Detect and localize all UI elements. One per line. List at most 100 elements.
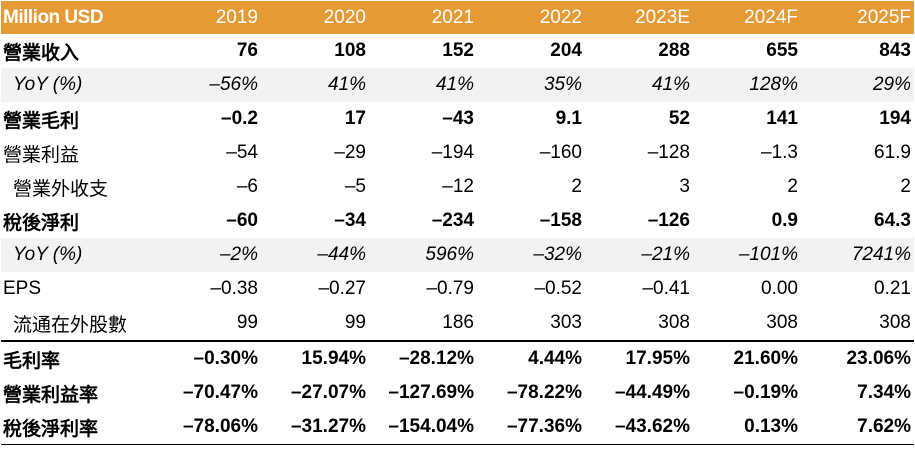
cell-value: –0.30% <box>153 340 261 376</box>
cell-value: –77.36% <box>477 410 585 445</box>
cell-value: –54 <box>226 142 258 163</box>
cell-value: 843 <box>879 40 911 61</box>
cell-value: 29% <box>801 68 914 102</box>
cell-value: –56% <box>153 68 261 102</box>
row-revenue-yoy: YoY (%) –56% 41% 41% 35% 41% 128% 29% <box>1 68 914 102</box>
header-year-2020: 2020 <box>261 1 369 34</box>
cell-value: 52 <box>668 108 690 129</box>
row-operating-income: 營業利益 –54 –29 –194 –160 –128 –1.3 61.9 <box>1 136 914 170</box>
cell-value: –127.69% <box>388 382 474 403</box>
cell-value: –31.27% <box>261 410 369 445</box>
cell-value: –158 <box>539 210 582 231</box>
cell-value: –126 <box>647 210 690 231</box>
cell-value: –44% <box>261 238 369 272</box>
row-gross-margin: 毛利率 –0.30% 15.94% –28.12% 4.44% 17.95% 2… <box>1 340 914 376</box>
cell-value: –1.3 <box>761 142 798 163</box>
row-label: 營業毛利 <box>3 110 80 132</box>
cell-value: 303 <box>550 312 582 333</box>
cell-value: 9.1 <box>555 108 582 129</box>
cell-value: 186 <box>442 312 474 333</box>
cell-value: 7241% <box>801 238 914 272</box>
row-label: 營業利益 <box>3 144 80 166</box>
row-non-operating: 營業外收支 –6 –5 –12 2 3 2 2 <box>1 170 914 204</box>
cell-value: –34 <box>334 210 366 231</box>
cell-value: 15.94% <box>261 340 369 376</box>
financial-table: Million USD 2019 2020 2021 2022 2023E 20… <box>1 1 914 445</box>
row-label: 稅後淨利 <box>3 212 80 234</box>
cell-value: –6 <box>236 176 258 197</box>
row-gross-profit: 營業毛利 –0.2 17 –43 9.1 52 141 194 <box>1 102 914 136</box>
cell-value: –70.47% <box>182 382 258 403</box>
cell-value: –44.49% <box>614 382 690 403</box>
cell-value: 76 <box>236 40 258 61</box>
row-label: EPS <box>3 278 42 299</box>
cell-value: 2 <box>787 176 798 197</box>
header-year-2023e: 2023E <box>585 1 693 34</box>
cell-value: 141 <box>766 108 798 129</box>
cell-value: –60 <box>226 210 258 231</box>
cell-value: –78.22% <box>506 382 582 403</box>
row-shares-outstanding: 流通在外股數 99 99 186 303 308 308 308 <box>1 306 914 341</box>
cell-value: 108 <box>334 40 366 61</box>
cell-value: 17 <box>344 108 366 129</box>
cell-value: –0.2 <box>221 108 258 129</box>
cell-value: –0.52 <box>534 278 582 299</box>
cell-value: 61.9 <box>874 142 911 163</box>
cell-value: –154.04% <box>369 410 477 445</box>
cell-value: 308 <box>879 312 911 333</box>
cell-value: –12 <box>442 176 474 197</box>
cell-value: 7.62% <box>801 410 914 445</box>
cell-value: 308 <box>766 312 798 333</box>
cell-value: 64.3 <box>874 210 911 231</box>
cell-value: 17.95% <box>585 340 693 376</box>
cell-value: –43 <box>442 108 474 129</box>
cell-value: –28.12% <box>369 340 477 376</box>
header-year-2021: 2021 <box>369 1 477 34</box>
cell-value: –234 <box>431 210 474 231</box>
cell-value: 152 <box>442 40 474 61</box>
cell-value: –29 <box>334 142 366 163</box>
cell-value: 0.9 <box>771 210 798 231</box>
cell-value: –0.19% <box>733 382 798 403</box>
header-unit-label: Million USD <box>1 1 153 34</box>
cell-value: 4.44% <box>477 340 585 376</box>
row-eps: EPS –0.38 –0.27 –0.79 –0.52 –0.41 0.00 0… <box>1 272 914 306</box>
cell-value: –0.41 <box>642 278 690 299</box>
row-label: YoY (%) <box>1 68 153 102</box>
cell-value: 41% <box>585 68 693 102</box>
header-year-2024f: 2024F <box>693 1 801 34</box>
cell-value: 99 <box>344 312 366 333</box>
cell-value: 23.06% <box>801 340 914 376</box>
row-label: 營業收入 <box>3 42 80 64</box>
cell-value: –5 <box>344 176 366 197</box>
cell-value: 0.00 <box>761 278 798 299</box>
cell-value: 41% <box>261 68 369 102</box>
cell-value: –128 <box>647 142 690 163</box>
cell-value: 0.21 <box>874 278 911 299</box>
cell-value: –0.79 <box>426 278 474 299</box>
cell-value: –43.62% <box>585 410 693 445</box>
cell-value: 3 <box>679 176 690 197</box>
cell-value: 596% <box>369 238 477 272</box>
row-operating-margin: 營業利益率 –70.47% –27.07% –127.69% –78.22% –… <box>1 376 914 410</box>
cell-value: –21% <box>585 238 693 272</box>
row-net-income-yoy: YoY (%) –2% –44% 596% –32% –21% –101% 72… <box>1 238 914 272</box>
cell-value: –0.27 <box>318 278 366 299</box>
cell-value: 204 <box>550 40 582 61</box>
row-net-margin: 稅後淨利率 –78.06% –31.27% –154.04% –77.36% –… <box>1 410 914 445</box>
cell-value: 2 <box>571 176 582 197</box>
cell-value: –32% <box>477 238 585 272</box>
cell-value: 128% <box>693 68 801 102</box>
cell-value: 288 <box>658 40 690 61</box>
row-label: 營業利益率 <box>3 384 99 406</box>
row-label: YoY (%) <box>1 238 153 272</box>
cell-value: 194 <box>879 108 911 129</box>
cell-value: 0.13% <box>693 410 801 445</box>
cell-value: 35% <box>477 68 585 102</box>
row-revenue: 營業收入 76 108 152 204 288 655 843 <box>1 34 914 68</box>
cell-value: 99 <box>236 312 258 333</box>
cell-value: –2% <box>153 238 261 272</box>
row-label: 營業外收支 <box>13 178 109 200</box>
header-year-2019: 2019 <box>153 1 261 34</box>
cell-value: –194 <box>431 142 474 163</box>
